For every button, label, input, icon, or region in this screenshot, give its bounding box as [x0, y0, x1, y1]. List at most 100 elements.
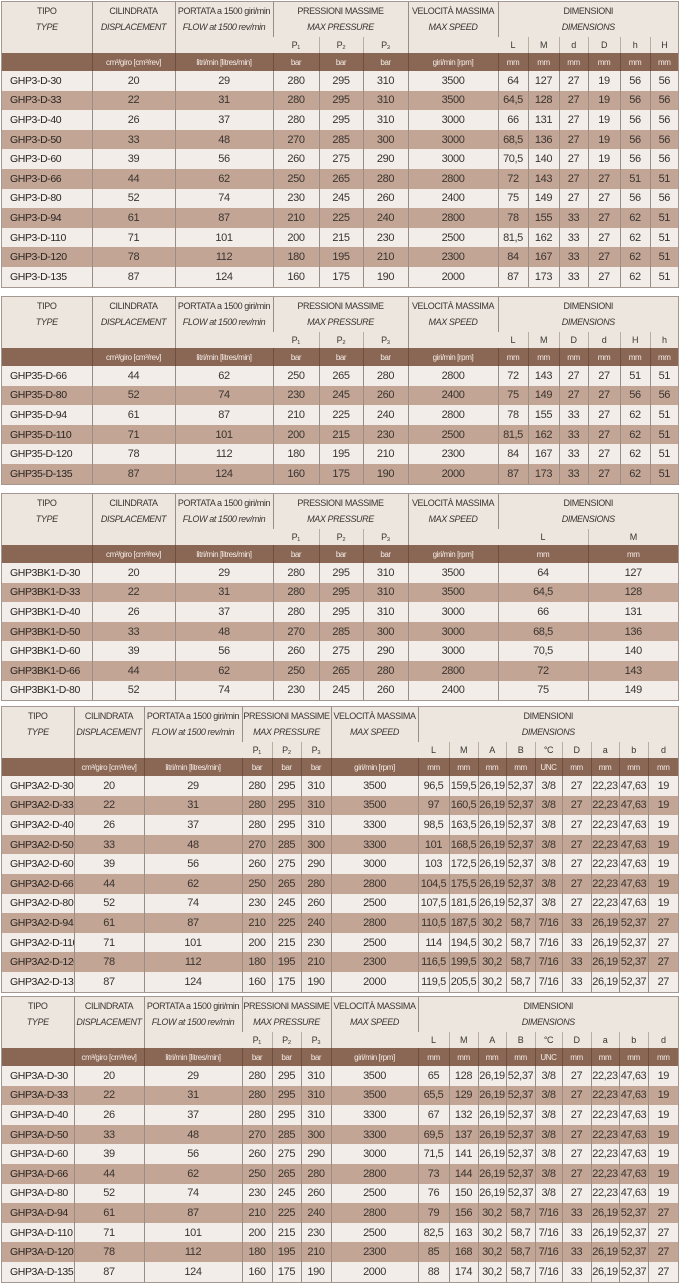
table-cell: 47,63 — [618, 1183, 648, 1204]
speed-header: VELOCITÀ MASSIMA MAX SPEED — [407, 2, 498, 53]
table-cell: 3/8 — [534, 1144, 562, 1164]
table-cell: 280 — [272, 90, 319, 111]
unit-dimension: mm — [618, 758, 648, 776]
table-cell: 280 — [362, 660, 408, 681]
table-cell: 56 — [649, 71, 679, 91]
table-cell: 22,23 — [590, 1163, 619, 1184]
table-cell: 280 — [300, 1163, 331, 1184]
table-cell: 112 — [174, 444, 273, 464]
table-cell: 56 — [174, 641, 273, 661]
dimension-col-label: D — [587, 37, 620, 53]
table-cell: 22,23 — [590, 1144, 619, 1164]
header-label-en: MAX PRESSURE — [307, 317, 374, 327]
table-cell: 26,19 — [477, 776, 506, 796]
model-code: GHP3A-D-110 — [2, 1222, 74, 1243]
unit-dimension: UNC — [534, 1048, 562, 1066]
table-cell: 19 — [587, 149, 620, 169]
table-cell: 75 — [497, 188, 528, 209]
table-cell: 27 — [561, 776, 591, 796]
pressure-header: PRESSIONI MASSIME MAX PRESSURE — [272, 494, 408, 529]
table-cell: 27 — [647, 952, 679, 972]
table-cell: 280 — [272, 582, 319, 603]
table-cell: 19 — [647, 1163, 679, 1184]
table-cell: 2800 — [407, 208, 498, 228]
table-cell: 260 — [362, 188, 408, 209]
table-cell: 33 — [91, 621, 175, 642]
table-cell: 149 — [587, 680, 679, 701]
table-cell: 27 — [558, 366, 588, 386]
table-cell: 68,5 — [497, 621, 588, 642]
table-cell: 112 — [174, 247, 273, 267]
table-cell: 225 — [271, 913, 301, 933]
table-cell: 52,37 — [505, 776, 535, 796]
table-cell: 290 — [362, 149, 408, 169]
dimension-col-label: a — [590, 742, 619, 758]
units-row: cm³/giro [cm³/rev] litri/min [litres/min]… — [2, 545, 679, 563]
header-label-it: DIMENSIONI — [523, 1001, 574, 1011]
model-code: GHP3A2-D-30 — [2, 776, 74, 796]
table-cell: 97 — [417, 795, 449, 816]
header-label-en: MAX PRESSURE — [307, 514, 374, 524]
table-cell: 27 — [647, 932, 679, 953]
table-cell: 245 — [271, 1183, 301, 1204]
table-cell: 136 — [587, 621, 679, 642]
header-label-en: DISPLACEMENT — [76, 727, 142, 737]
table-cell: 230 — [362, 424, 408, 445]
unit-dimension: mm — [587, 53, 620, 71]
spec-table-2: TIPO TYPE CILINDRATA DISPLACEMENT PORTATA a … — [0, 296, 680, 485]
header-label-en: MAX PRESSURE — [253, 1017, 320, 1027]
header-row: TIPO TYPE CILINDRATA DISPLACEMENT PORTATA a … — [2, 297, 679, 348]
model-code: GHP3A2-D-66 — [2, 873, 74, 894]
type-header: TIPO TYPE — [2, 997, 74, 1048]
table-cell: 19 — [587, 71, 620, 91]
header-label-en: DIMENSIONS — [521, 1017, 575, 1027]
table-cell: 140 — [587, 641, 679, 661]
unit-dimension: mm — [505, 758, 535, 776]
dimension-col-label: M — [448, 1032, 478, 1048]
table-cell: 58,7 — [505, 1222, 535, 1243]
table-cell: 27 — [561, 834, 591, 855]
table-cell: 66 — [497, 602, 588, 622]
table-cell: 26 — [73, 815, 144, 835]
table-cell: 2300 — [407, 247, 498, 267]
table-row: GHP3-D-60 39 56 260 275 290 3000 70,5 140 27 19 56 5… — [2, 149, 679, 169]
table-cell: 30,2 — [477, 1222, 506, 1243]
table-cell: 87 — [143, 1203, 242, 1223]
table-cell: 7/16 — [534, 1261, 562, 1282]
table-cell: 33 — [561, 913, 591, 933]
table-cell: 2000 — [330, 971, 418, 992]
table-cell: 26,19 — [477, 873, 506, 894]
table-cell: 101 — [417, 834, 449, 855]
unit-dimension: mm — [619, 348, 650, 366]
model-code: GHP3A-D-30 — [2, 1066, 74, 1086]
table-row: GHP3A2-D-80 52 74 230 245 260 2500 107,5 181,5 26… — [2, 893, 679, 914]
unit-speed: giri/min [rpm] — [407, 545, 498, 563]
spec-table-5: TIPO TYPE CILINDRATA DISPLACEMENT PORTATA a … — [0, 996, 680, 1283]
table-cell: 174 — [448, 1261, 478, 1282]
table-cell: 27 — [587, 366, 620, 386]
model-code: GHP3BK1-D-60 — [2, 641, 92, 661]
table-cell: 51 — [649, 208, 679, 228]
table-cell: 168,5 — [448, 834, 478, 855]
table-cell: 3/8 — [534, 815, 562, 835]
spec-table-1: TIPO TYPE CILINDRATA DISPLACEMENT PORTATA a … — [0, 1, 680, 288]
table-cell: 210 — [241, 1203, 272, 1223]
table-cell: 295 — [318, 71, 363, 91]
table-body: GHP3BK1-D-30 20 29 280 295 310 3500 64 127 GHP3BK… — [2, 563, 679, 701]
table-cell: 3300 — [330, 834, 418, 855]
table-cell: 275 — [318, 149, 363, 169]
table-cell: 48 — [143, 1124, 242, 1145]
table-cell: 52,37 — [618, 971, 648, 992]
table-cell: 87 — [91, 266, 175, 287]
model-code: GHP3BK1-D-40 — [2, 602, 92, 622]
pressure-col-label: P₃ — [362, 37, 408, 53]
table-cell: 230 — [362, 227, 408, 248]
model-code: GHP3A2-D-120 — [2, 952, 74, 972]
table-cell: 58,7 — [505, 1261, 535, 1282]
table-cell: 2800 — [407, 405, 498, 425]
table-cell: 22 — [91, 582, 175, 603]
table-cell: 19 — [647, 873, 679, 894]
table-cell: 127 — [587, 563, 679, 583]
table-cell: 114 — [417, 932, 449, 953]
table-row: GHP3A2-D-30 20 29 280 295 310 3500 96,5 159,5 26,… — [2, 776, 679, 796]
